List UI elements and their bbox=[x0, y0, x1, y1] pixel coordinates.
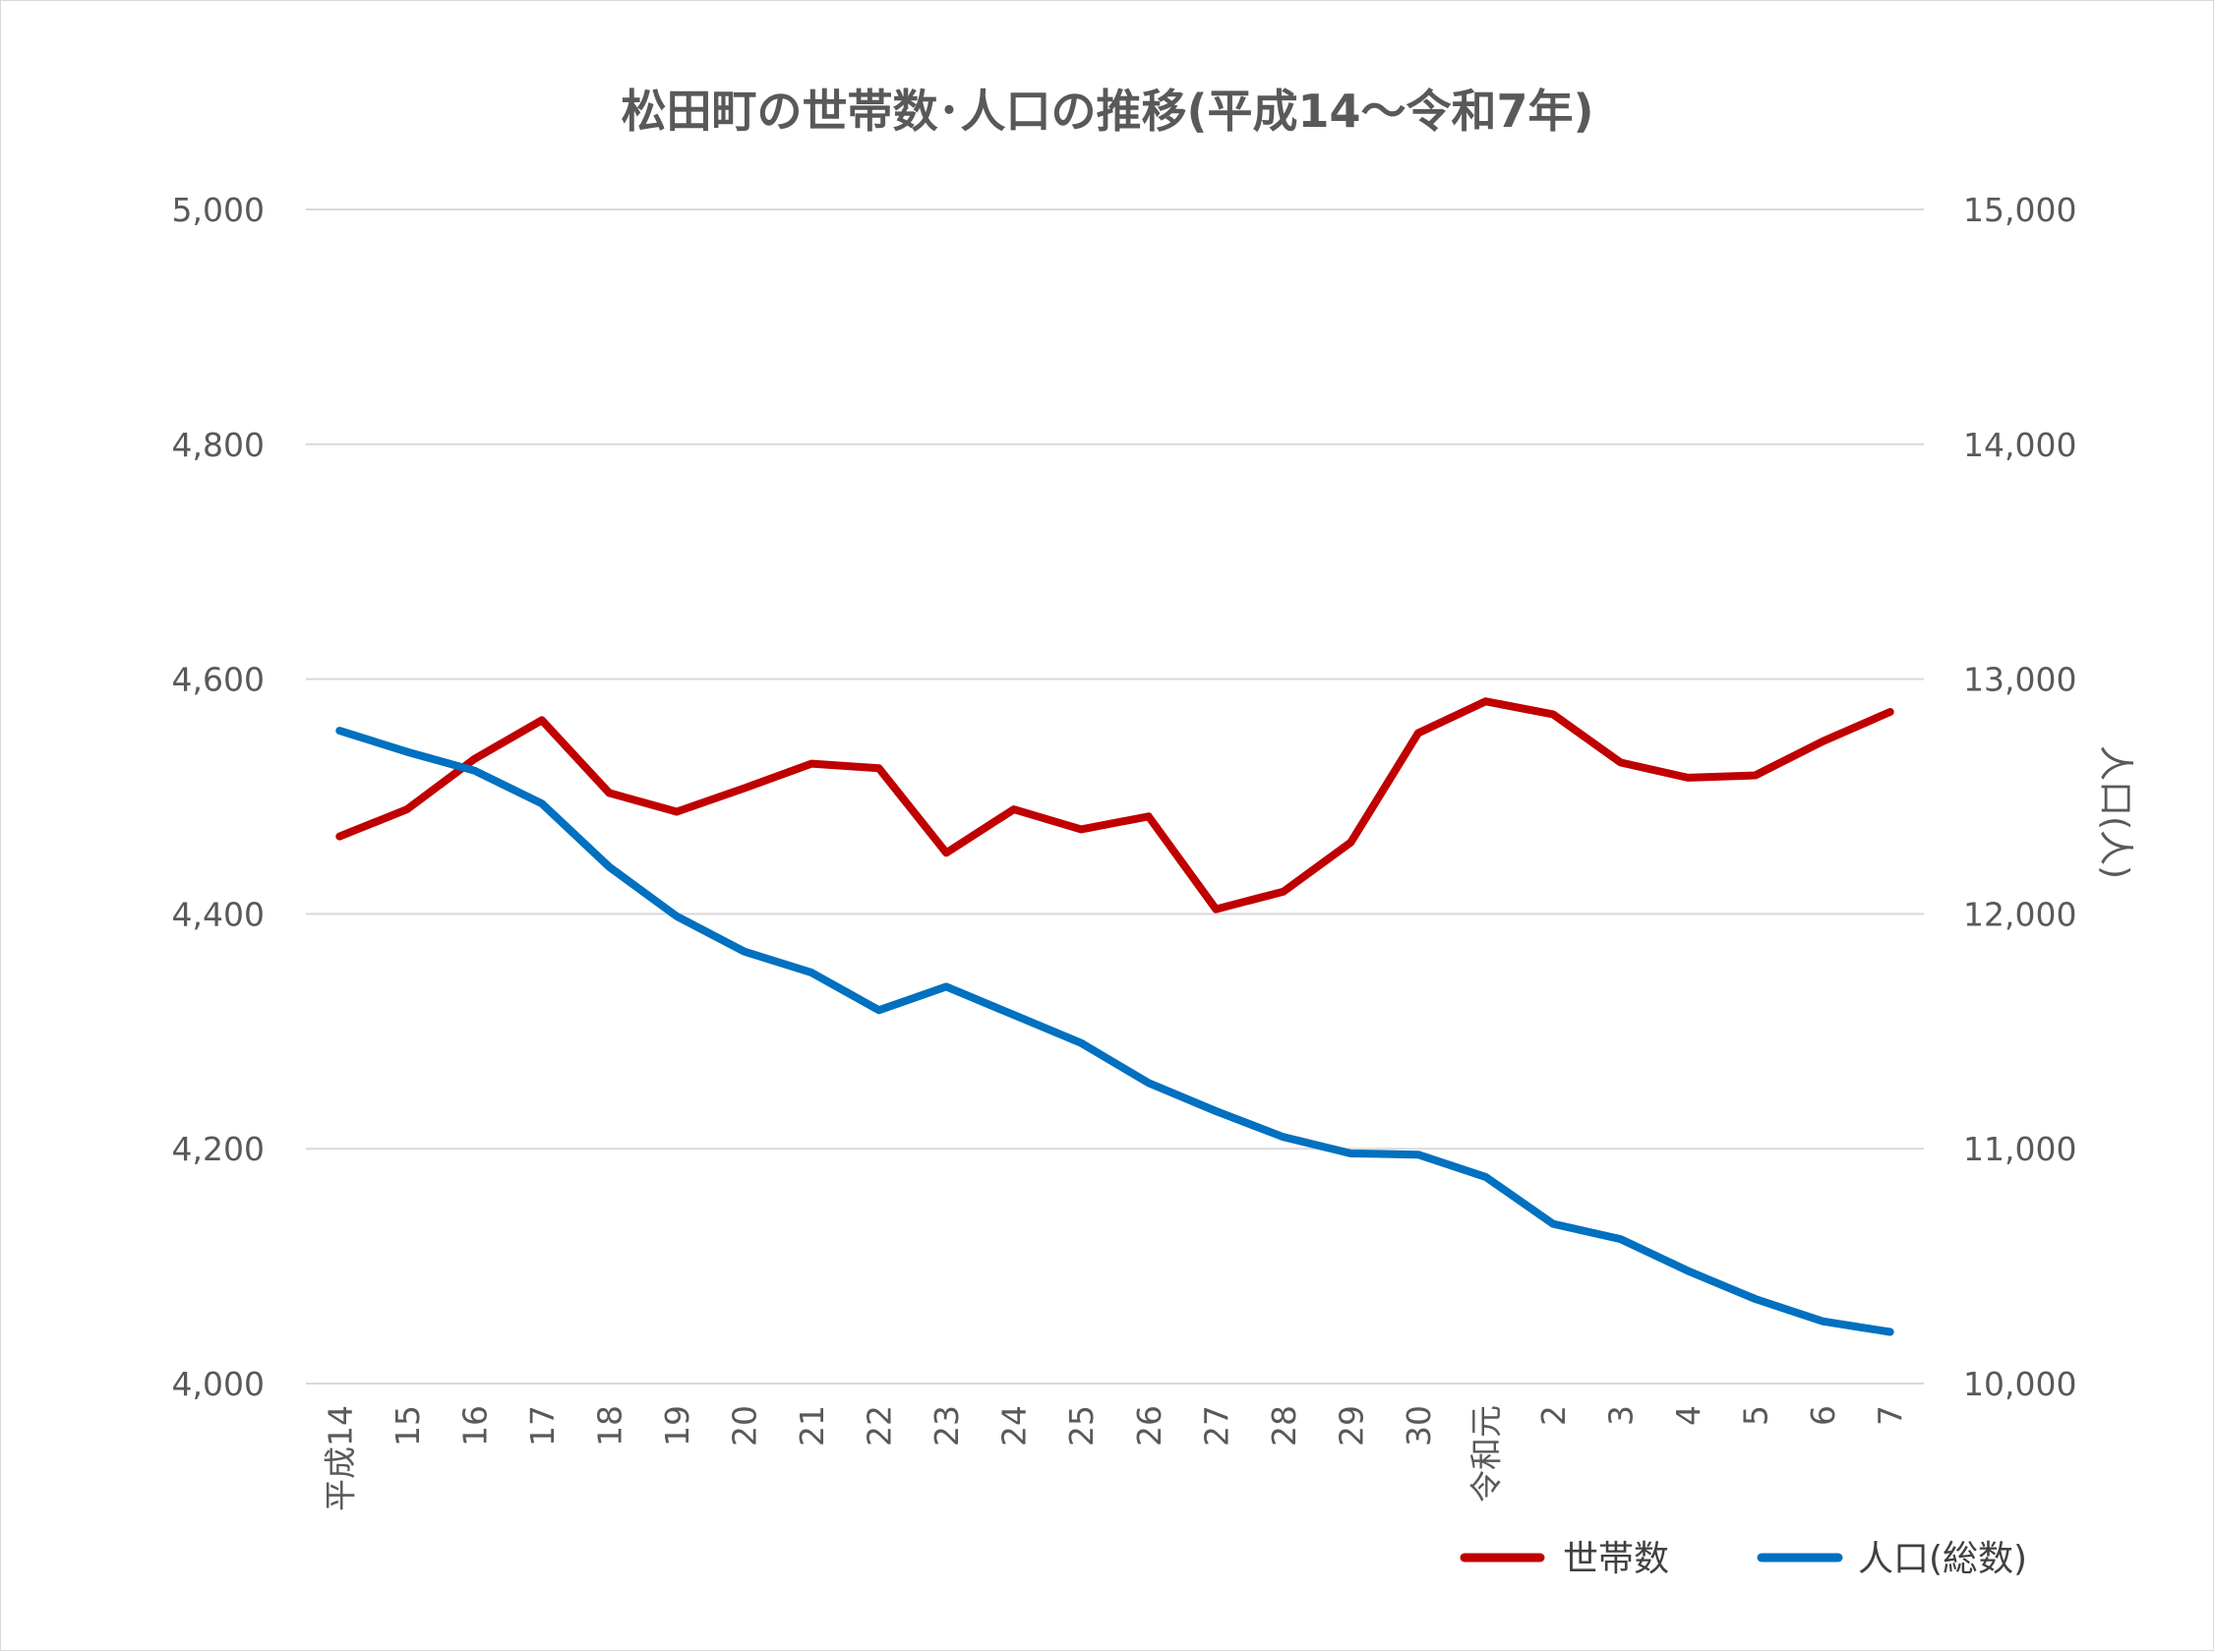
x-tick-label: 25 bbox=[1062, 1405, 1101, 1446]
series-line-households bbox=[335, 697, 1894, 914]
series-lines bbox=[335, 697, 1894, 1336]
right-tick-label: 10,000 bbox=[1963, 1365, 2076, 1403]
x-tick-label: 20 bbox=[726, 1405, 764, 1446]
legend: 世帯数 人口(総数) bbox=[1460, 1539, 2027, 1579]
x-tick-label: 令和元 bbox=[1466, 1405, 1505, 1503]
right-tick-label: 13,000 bbox=[1963, 661, 2076, 699]
x-tick-label: 4 bbox=[1669, 1405, 1707, 1426]
x-tick-label: 30 bbox=[1400, 1405, 1438, 1446]
right-y-axis: 10,000 11,000 12,000 13,000 14,000 15,000 bbox=[1963, 191, 2076, 1403]
legend-label-households: 世帯数 bbox=[1563, 1539, 1669, 1579]
right-tick-label: 12,000 bbox=[1963, 895, 2076, 933]
chart-title: 松田町の世帯数･人口の推移(平成14～令和7年) bbox=[621, 85, 1593, 138]
left-tick-label: 4,600 bbox=[172, 661, 265, 699]
x-axis: 平成14 15 16 17 18 19 20 21 22 23 24 25 26 27 28 29 30 令和元 2… bbox=[306, 1383, 1924, 1511]
x-tick-label: 29 bbox=[1332, 1405, 1370, 1446]
x-tick-label: 7 bbox=[1872, 1405, 1910, 1426]
x-tick-label: 17 bbox=[523, 1405, 562, 1446]
x-tick-label: 26 bbox=[1130, 1405, 1168, 1446]
series-line-population bbox=[335, 727, 1894, 1336]
left-tick-label: 4,000 bbox=[172, 1365, 265, 1403]
x-tick-label: 平成14 bbox=[321, 1405, 359, 1511]
left-tick-label: 4,200 bbox=[172, 1130, 265, 1168]
left-tick-label: 4,400 bbox=[172, 895, 265, 933]
right-axis-title: 人口(人) bbox=[2095, 745, 2135, 879]
x-tick-label: 18 bbox=[590, 1405, 628, 1446]
x-tick-label: 21 bbox=[793, 1405, 831, 1446]
x-tick-label: 22 bbox=[861, 1405, 899, 1446]
legend-label-population: 人口(総数) bbox=[1858, 1539, 2027, 1579]
left-tick-label: 4,800 bbox=[172, 426, 265, 464]
left-tick-label: 5,000 bbox=[172, 191, 265, 229]
x-tick-label: 6 bbox=[1804, 1405, 1842, 1426]
x-tick-label: 24 bbox=[995, 1405, 1034, 1446]
x-tick-label: 2 bbox=[1534, 1405, 1573, 1426]
x-tick-label: 16 bbox=[455, 1405, 494, 1446]
left-y-axis: 4,000 4,200 4,400 4,600 4,800 5,000 bbox=[172, 191, 265, 1403]
right-tick-label: 15,000 bbox=[1963, 191, 2076, 229]
gridlines bbox=[306, 208, 1924, 1385]
x-tick-label: 23 bbox=[927, 1405, 966, 1446]
x-tick-label: 27 bbox=[1197, 1405, 1235, 1446]
x-tick-label: 15 bbox=[389, 1405, 427, 1446]
x-tick-label: 19 bbox=[658, 1405, 696, 1446]
right-tick-label: 11,000 bbox=[1963, 1130, 2076, 1168]
x-tick-label: 28 bbox=[1265, 1405, 1303, 1446]
right-tick-label: 14,000 bbox=[1963, 426, 2076, 464]
x-tick-label: 5 bbox=[1737, 1405, 1775, 1426]
x-tick-label: 3 bbox=[1602, 1405, 1641, 1426]
